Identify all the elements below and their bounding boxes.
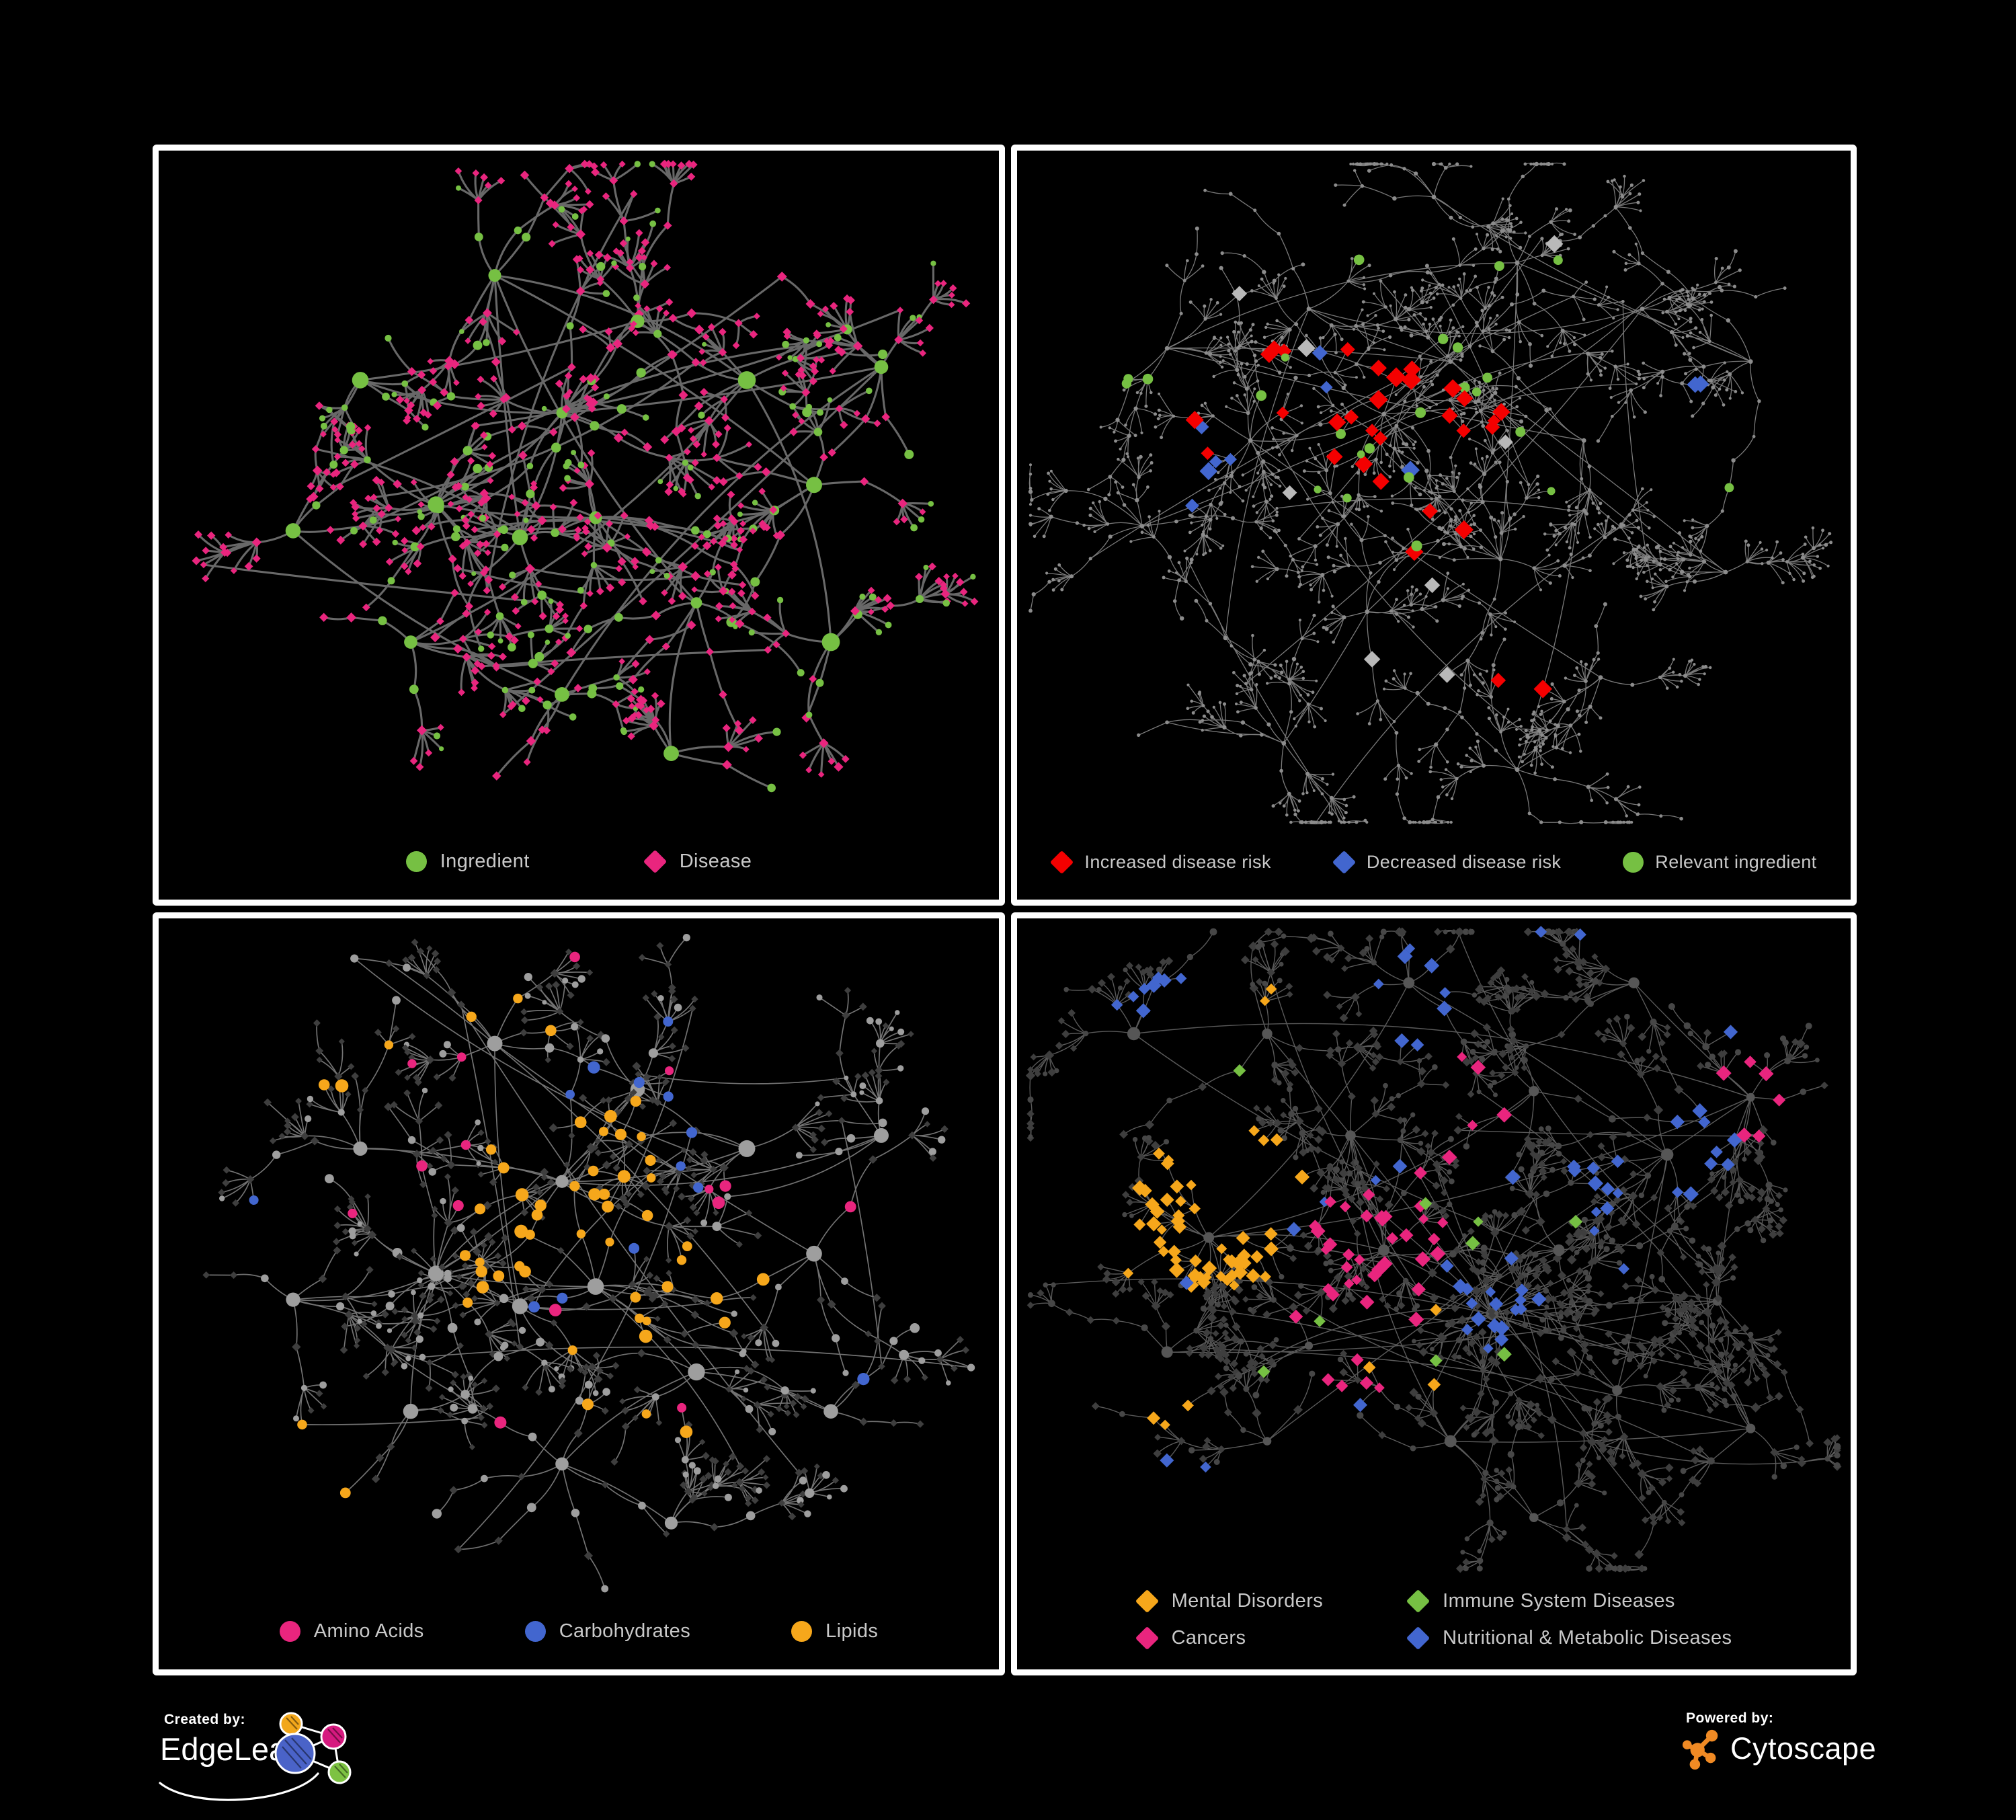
legend-item: Lipids — [791, 1620, 878, 1643]
legend-circle-marker — [279, 1621, 300, 1642]
legend-item: Mental Disorders — [1135, 1589, 1324, 1614]
legend-label: Decreased disease risk — [1366, 852, 1562, 872]
legend-diamond-marker — [1135, 1589, 1159, 1614]
legend-circle-marker — [1623, 852, 1644, 873]
legend-item: Disease — [643, 849, 752, 874]
legend-label: Disease — [679, 850, 752, 872]
panel-disease-risk: Increased disease risk Decreased disease … — [1011, 145, 1857, 906]
edgeleap-credit: Created by: EdgeLeap — [155, 1712, 376, 1819]
cytoscape-logo-icon — [1682, 1729, 1718, 1770]
legend-diamond-marker — [1406, 1626, 1430, 1651]
legend-item: Decreased disease risk — [1332, 850, 1562, 875]
edgeleap-logo-icon — [159, 1712, 352, 1801]
legend-circle-marker — [524, 1621, 546, 1642]
nutrient-class-network-graph — [202, 934, 975, 1593]
legend-label: Cancers — [1171, 1627, 1246, 1649]
legend-item: Carbohydrates — [524, 1620, 691, 1643]
ingredient-disease-legend: Ingredient Disease — [159, 849, 999, 874]
cytoscape-credit: Powered by: Cytoscape — [1679, 1710, 1894, 1798]
legend-diamond-marker — [1406, 1589, 1430, 1614]
legend-label: Mental Disorders — [1171, 1590, 1324, 1612]
legend-diamond-marker — [1135, 1626, 1159, 1651]
disease-risk-network-graph — [1028, 161, 1833, 825]
disease-category-legend: Mental Disorders Immune System Diseases Ca… — [1017, 1589, 1851, 1651]
legend-circle-marker — [791, 1621, 813, 1642]
legend-item: Cancers — [1135, 1626, 1324, 1651]
legend-label: Amino Acids — [313, 1620, 424, 1642]
legend-label: Increased disease risk — [1084, 852, 1271, 872]
panel-ingredient-disease: Ingredient Disease — [153, 145, 1005, 906]
cytoscape-logo-text: Cytoscape — [1730, 1731, 1877, 1766]
legend-label: Nutritional & Metabolic Diseases — [1443, 1627, 1732, 1649]
ingredient-disease-network-graph — [192, 159, 979, 793]
powered-by-label: Powered by: — [1686, 1710, 1774, 1726]
legend-label: Lipids — [825, 1620, 879, 1642]
panel-nutrient-classes: Amino Acids Carbohydrates Lipids — [153, 912, 1005, 1675]
legend-item: Relevant ingredient — [1623, 852, 1816, 873]
nutrient-class-legend: Amino Acids Carbohydrates Lipids — [159, 1620, 999, 1643]
legend-label: Relevant ingredient — [1655, 852, 1817, 872]
legend-label: Carbohydrates — [559, 1620, 691, 1642]
legend-item: Nutritional & Metabolic Diseases — [1406, 1626, 1732, 1651]
disease-category-network-graph — [1025, 926, 1842, 1573]
created-by-label: Created by: — [164, 1712, 246, 1727]
legend-item: Ingredient — [405, 850, 530, 873]
legend-label: Immune System Diseases — [1443, 1590, 1675, 1612]
legend-item: Increased disease risk — [1050, 850, 1271, 875]
disease-risk-legend: Increased disease risk Decreased disease … — [1017, 850, 1851, 875]
legend-item: Immune System Diseases — [1406, 1589, 1732, 1614]
legend-diamond-marker — [643, 849, 667, 874]
legend-diamond-marker — [1332, 850, 1357, 875]
panel-disease-categories: Mental Disorders Immune System Diseases Ca… — [1011, 912, 1857, 1675]
legend-diamond-marker — [1050, 850, 1074, 875]
legend-item: Amino Acids — [279, 1620, 424, 1643]
legend-circle-marker — [405, 851, 427, 872]
legend-label: Ingredient — [440, 850, 530, 872]
